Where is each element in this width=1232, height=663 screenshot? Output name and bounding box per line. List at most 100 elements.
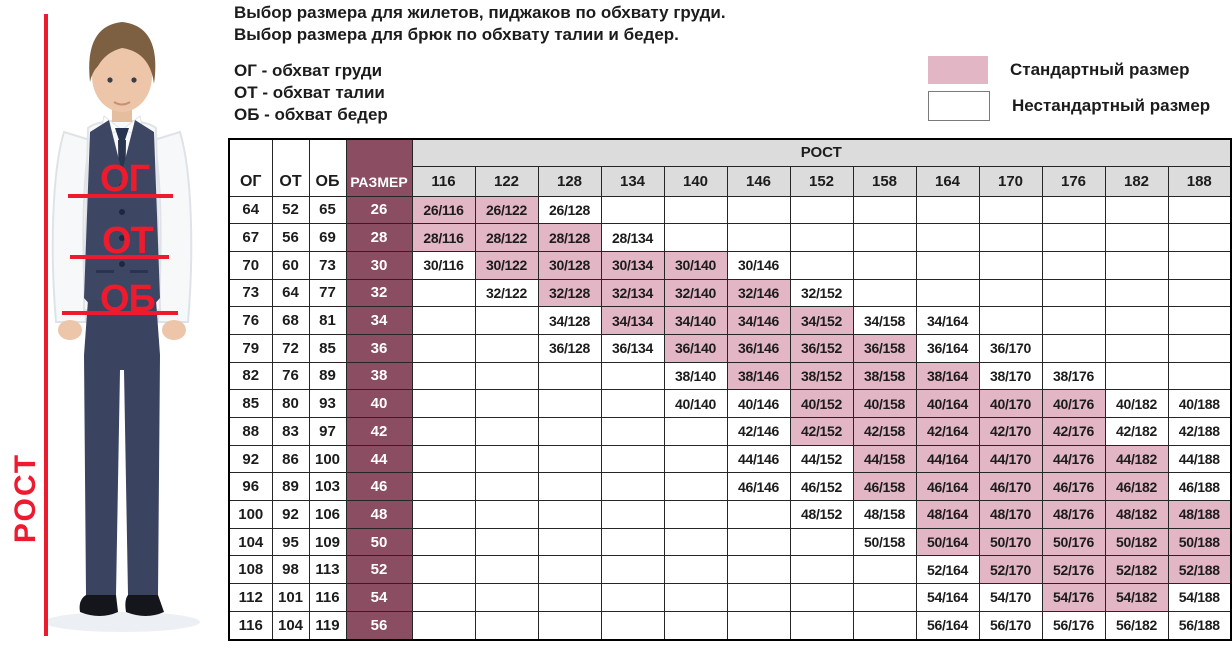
- empty-cell: [663, 444, 728, 474]
- size-combo-cell: 30/134: [600, 250, 665, 280]
- empty-cell: [537, 389, 602, 418]
- size-combo-cell: 48/176: [1041, 500, 1106, 529]
- empty-cell: [1104, 306, 1169, 335]
- chest-value: 88: [228, 417, 273, 446]
- size-value: 26: [345, 195, 413, 225]
- size-combo-cell: 30/116: [411, 250, 476, 280]
- size-combo-cell: 34/158: [852, 306, 917, 335]
- chest-value: 100: [228, 500, 273, 529]
- empty-cell: [600, 195, 665, 225]
- empty-cell: [852, 278, 917, 308]
- size-combo-cell: 46/182: [1104, 472, 1169, 502]
- size-combo-cell: 50/176: [1041, 527, 1106, 557]
- size-combo-cell: 26/122: [474, 195, 539, 225]
- height-label: РОСТ: [9, 452, 42, 544]
- empty-cell: [1167, 223, 1232, 252]
- hips-value: 116: [308, 583, 347, 612]
- empty-cell: [852, 250, 917, 280]
- empty-cell: [852, 583, 917, 612]
- empty-cell: [411, 527, 476, 557]
- empty-cell: [474, 500, 539, 529]
- waist-value: 95: [271, 527, 310, 557]
- chest-measure-line: [68, 194, 173, 198]
- size-combo-cell: 50/188: [1167, 527, 1232, 557]
- table-row: 116 104 119 56 56/164 56/170 56/176 56/182 56/18…: [228, 610, 1232, 641]
- size-combo-cell: 30/122: [474, 250, 539, 280]
- boy-illustration: [44, 22, 200, 632]
- empty-cell: [474, 527, 539, 557]
- empty-cell: [789, 195, 854, 225]
- size-combo-cell: 36/164: [915, 333, 980, 363]
- size-combo-cell: 32/134: [600, 278, 665, 308]
- empty-cell: [474, 389, 539, 418]
- title-line-1: Выбор размера для жилетов, пиджаков по о…: [234, 3, 726, 22]
- rost-header: РОСТ: [411, 138, 1232, 167]
- height-header: 134: [600, 165, 665, 197]
- table-row: 76 68 81 34 34/128 34/134 34/140 34/146 34/152 34…: [228, 306, 1232, 335]
- table-row: 96 89 103 46 46/146 46/152 46/158 46/164 46/170 4…: [228, 472, 1232, 502]
- size-combo-cell: 54/164: [915, 583, 980, 612]
- size-combo-cell: 32/140: [663, 278, 728, 308]
- hips-value: 89: [308, 361, 347, 391]
- empty-cell: [789, 610, 854, 641]
- empty-cell: [663, 555, 728, 585]
- empty-cell: [474, 444, 539, 474]
- empty-cell: [663, 417, 728, 446]
- chest-value: 92: [228, 444, 273, 474]
- empty-cell: [474, 472, 539, 502]
- empty-cell: [1104, 250, 1169, 280]
- chest-value: 85: [228, 389, 273, 418]
- standard-label: Стандартный размер: [1010, 60, 1190, 79]
- size-combo-cell: 42/176: [1041, 417, 1106, 446]
- size-combo-cell: 38/170: [978, 361, 1043, 391]
- size-combo-cell: 30/128: [537, 250, 602, 280]
- table-row: 82 76 89 38 38/140 38/146 38/152 38/158 38/164 38…: [228, 361, 1232, 391]
- empty-cell: [726, 527, 791, 557]
- size-value: 54: [345, 583, 413, 612]
- size-combo-cell: 46/188: [1167, 472, 1232, 502]
- empty-cell: [537, 472, 602, 502]
- chest-value: 76: [228, 306, 273, 335]
- size-combo-cell: 44/146: [726, 444, 791, 474]
- size-combo-cell: 42/152: [789, 417, 854, 446]
- size-combo-cell: 52/164: [915, 555, 980, 585]
- height-measure-line: [44, 14, 48, 636]
- empty-cell: [852, 195, 917, 225]
- empty-cell: [1104, 223, 1169, 252]
- size-combo-cell: 50/158: [852, 527, 917, 557]
- size-combo-cell: 32/122: [474, 278, 539, 308]
- empty-cell: [663, 583, 728, 612]
- chest-value: 104: [228, 527, 273, 557]
- hips-measure-line: [62, 311, 178, 315]
- size-combo-cell: 56/176: [1041, 610, 1106, 641]
- empty-cell: [1104, 195, 1169, 225]
- waist-label: ОТ: [102, 220, 154, 262]
- waist-value: 92: [271, 500, 310, 529]
- empty-cell: [663, 527, 728, 557]
- empty-cell: [789, 583, 854, 612]
- size-combo-cell: 44/158: [852, 444, 917, 474]
- chest-value: 73: [228, 278, 273, 308]
- empty-cell: [1104, 361, 1169, 391]
- size-value: 52: [345, 555, 413, 585]
- waist-value: 83: [271, 417, 310, 446]
- size-combo-cell: 40/158: [852, 389, 917, 418]
- hips-value: 106: [308, 500, 347, 529]
- empty-cell: [978, 306, 1043, 335]
- size-combo-cell: 32/128: [537, 278, 602, 308]
- empty-cell: [411, 417, 476, 446]
- size-combo-cell: 34/146: [726, 306, 791, 335]
- height-header: 146: [726, 165, 791, 197]
- height-header: 182: [1104, 165, 1169, 197]
- height-header: 158: [852, 165, 917, 197]
- size-combo-cell: 38/146: [726, 361, 791, 391]
- chest-value: 79: [228, 333, 273, 363]
- empty-cell: [600, 500, 665, 529]
- size-combo-cell: 48/164: [915, 500, 980, 529]
- shoes: [79, 595, 164, 616]
- table-row: 64 52 65 26 26/116 26/122 26/128: [228, 195, 1232, 225]
- boy-photo: ОГ ОТ ОБ РОСТ: [0, 0, 228, 663]
- empty-cell: [852, 555, 917, 585]
- empty-cell: [600, 444, 665, 474]
